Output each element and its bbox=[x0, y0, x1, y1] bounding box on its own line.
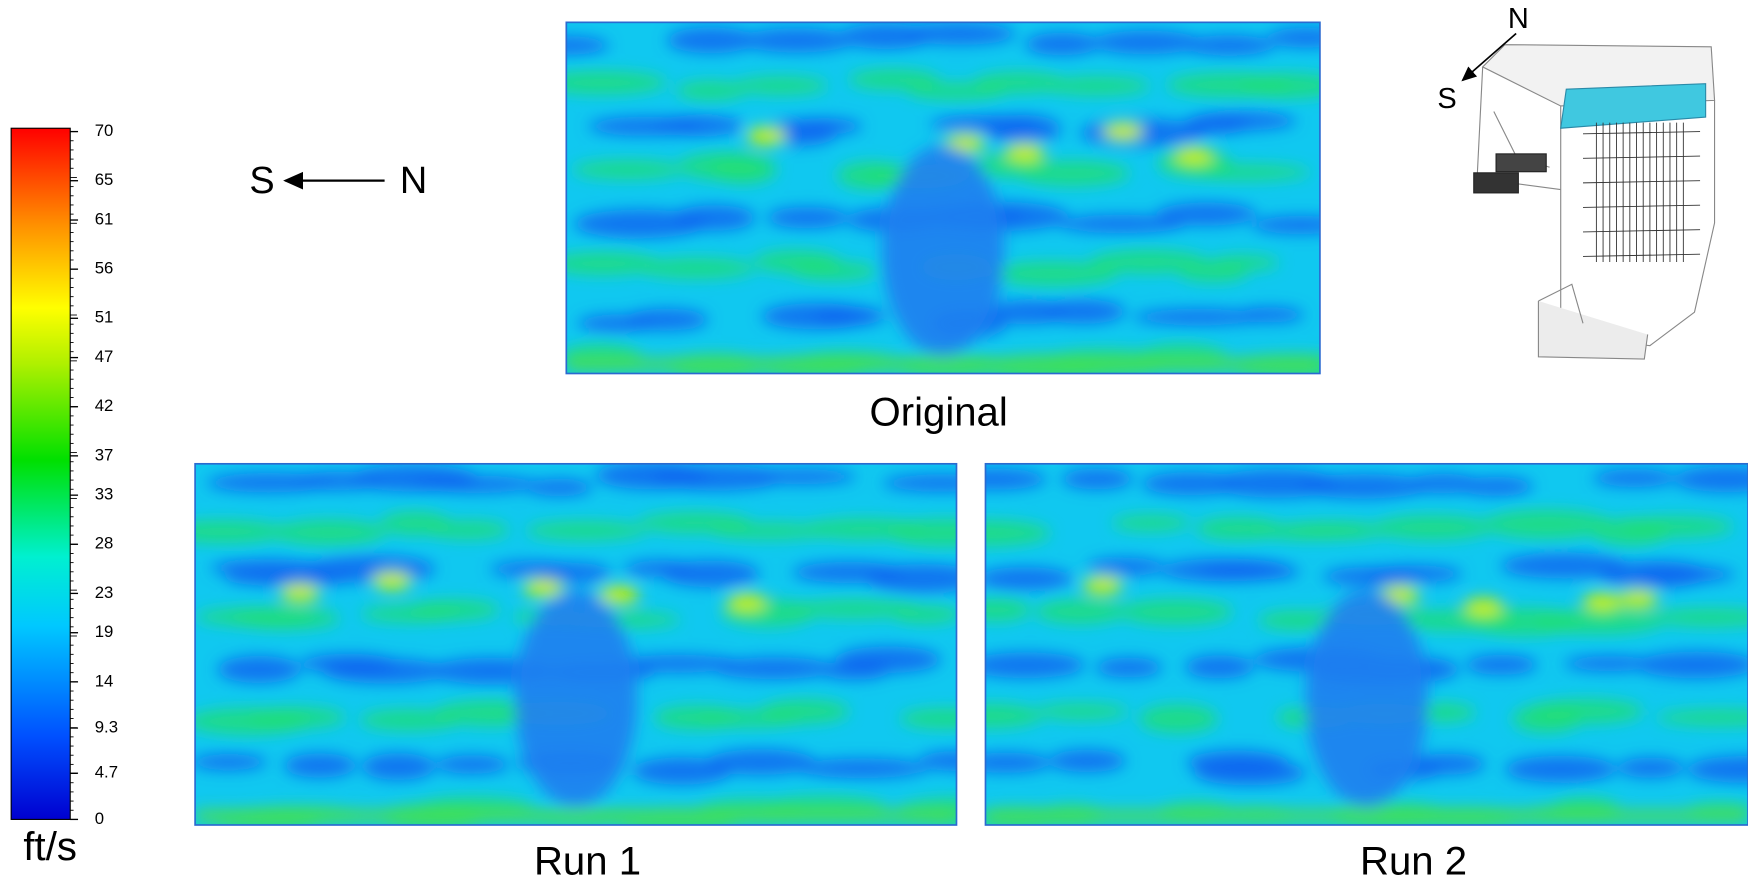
colorbar-tick-label: 0 bbox=[95, 809, 104, 828]
colorbar-tick-label: 47 bbox=[95, 347, 114, 366]
colorbar-tick-label: 23 bbox=[95, 583, 114, 602]
inset-arrow bbox=[1461, 32, 1517, 82]
contour-panel bbox=[194, 462, 958, 826]
colorbar-ticks: 70 65 61 56 51 47 42 37 33 28 23 19 14 9.3 4.7 0 bbox=[70, 121, 118, 828]
unit-label: ft/s bbox=[23, 824, 77, 869]
colorbar-tick-label: 28 bbox=[95, 534, 114, 553]
colorbar bbox=[10, 127, 71, 820]
colorbar-tick-label: 4.7 bbox=[95, 763, 118, 782]
colorbar-tick-label: 33 bbox=[95, 485, 114, 504]
inset-north: N bbox=[1508, 3, 1529, 35]
panel-label: Original bbox=[870, 389, 1008, 434]
colorbar-tick-label: 51 bbox=[95, 308, 114, 327]
contour-panel bbox=[565, 21, 1321, 375]
colorbar-tick-label: 61 bbox=[95, 209, 114, 228]
colorbar-tick-label: 42 bbox=[95, 396, 114, 415]
contour-panel bbox=[984, 462, 1748, 826]
colorbar-tick-label: 65 bbox=[95, 170, 114, 189]
colorbar-tick-label: 19 bbox=[95, 622, 114, 641]
colorbar-tick-label: 9.3 bbox=[95, 717, 118, 736]
colorbar-tick-label: 37 bbox=[95, 445, 114, 464]
compass-north: N bbox=[400, 160, 427, 202]
inset-model bbox=[1473, 44, 1716, 360]
panel-label: Run 2 bbox=[1360, 839, 1467, 883]
inset-south: S bbox=[1437, 83, 1456, 115]
panels: Original Run 1 Run 2 bbox=[194, 21, 1748, 883]
compass-south: S bbox=[249, 160, 274, 202]
colorbar-tick-label: 14 bbox=[95, 671, 114, 690]
panel-label: Run 1 bbox=[534, 839, 641, 883]
colorbar-tick-label: 56 bbox=[95, 259, 114, 278]
colorbar-tick-label: 70 bbox=[95, 121, 114, 140]
